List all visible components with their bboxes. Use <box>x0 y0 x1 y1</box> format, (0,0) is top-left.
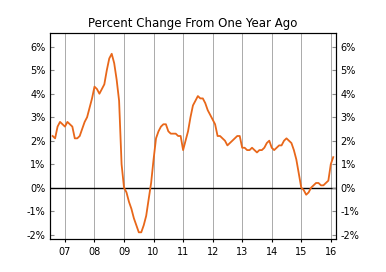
Title: Percent Change From One Year Ago: Percent Change From One Year Ago <box>88 17 298 30</box>
